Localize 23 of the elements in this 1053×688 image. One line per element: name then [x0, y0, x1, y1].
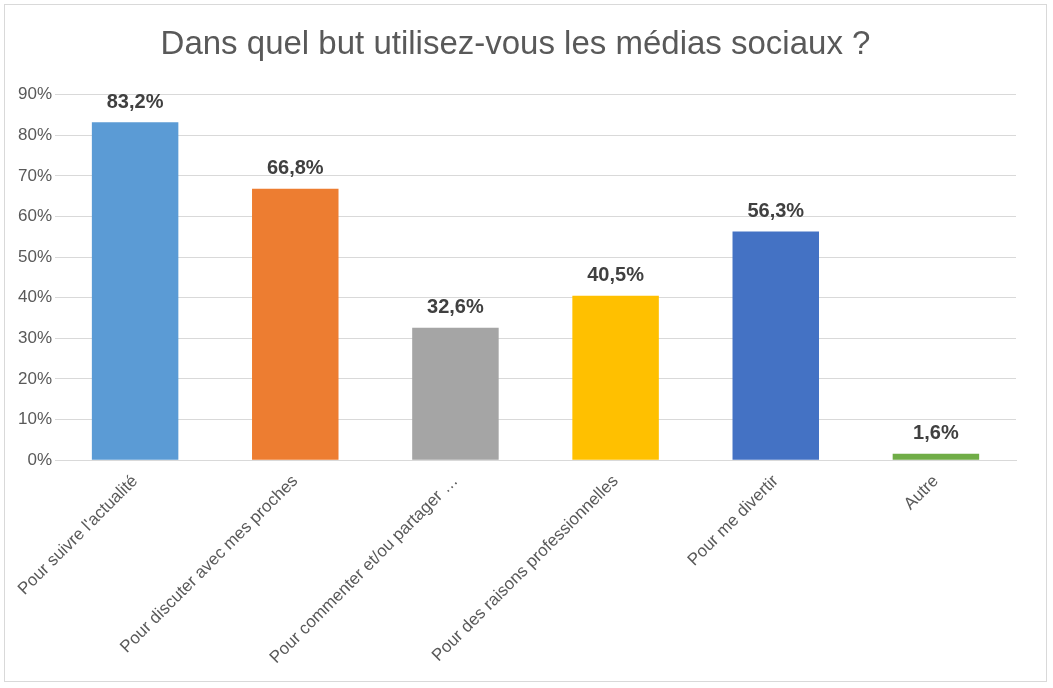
data-label: 1,6%	[913, 421, 959, 444]
y-tick-label: 10%	[17, 409, 53, 429]
bar	[252, 188, 339, 460]
data-label: 40,5%	[587, 263, 645, 286]
bar	[892, 453, 980, 460]
y-tick-label: 50%	[17, 246, 53, 266]
data-label: 56,3%	[747, 199, 805, 221]
y-tick-label: 90%	[17, 84, 53, 104]
y-tick-label: 30%	[17, 328, 53, 347]
y-tick-label: 20%	[17, 368, 53, 388]
bar	[91, 122, 179, 460]
bar	[732, 231, 819, 460]
y-tick-label: 80%	[17, 124, 53, 144]
y-tick-label: 70%	[17, 165, 53, 185]
y-tick-label: 60%	[17, 206, 53, 226]
bar	[572, 295, 659, 460]
data-label: 32,6%	[427, 295, 484, 318]
data-label: 83,2%	[106, 89, 164, 112]
chart-title: Dans quel but utilisez-vous les médias sociaux ?	[160, 23, 871, 61]
y-tick-label: 40%	[17, 287, 53, 307]
y-tick-label: 0%	[27, 449, 53, 469]
bar	[412, 327, 499, 460]
data-label: 66,8%	[266, 156, 324, 179]
